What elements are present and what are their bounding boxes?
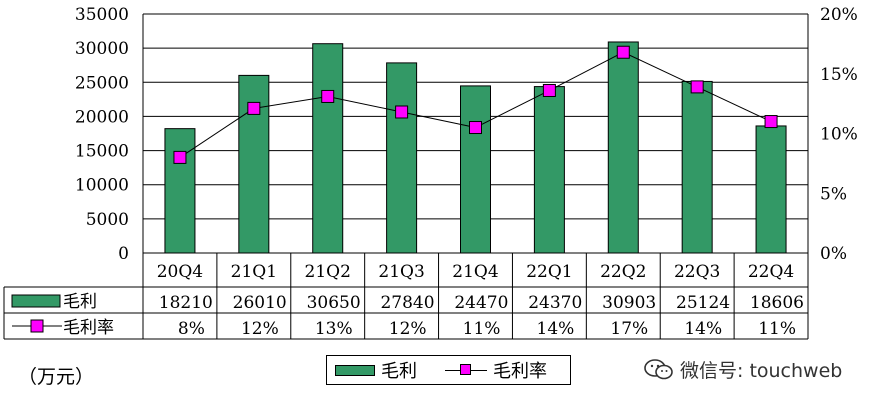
legend-label-line: 毛利率 <box>493 361 547 382</box>
table-cell: 14% <box>684 319 722 339</box>
x-tick-label: 21Q4 <box>452 262 498 282</box>
series-marker <box>469 121 482 135</box>
table-row-swatch-bar <box>11 294 61 308</box>
table-cell: 25124 <box>676 293 730 313</box>
y-left-tick-label: 0 <box>118 244 129 264</box>
table-cell: 12% <box>389 319 427 339</box>
bar <box>755 125 787 254</box>
bar <box>460 85 491 254</box>
table-cell: 13% <box>315 319 353 339</box>
y-left-tick-label: 20000 <box>75 107 129 127</box>
table-cell: 24370 <box>528 293 582 313</box>
table-cell: 18210 <box>159 293 213 313</box>
table-cell: 30903 <box>602 293 656 313</box>
y-left-tick-label: 35000 <box>75 5 129 25</box>
legend: 毛利 毛利率 <box>326 355 571 385</box>
table-row-label: 毛利 <box>63 292 97 312</box>
y-right-tick-label: 0% <box>820 244 847 264</box>
series-marker <box>173 150 187 164</box>
table-cell: 26010 <box>233 293 287 313</box>
wechat-icon <box>644 358 673 379</box>
series-marker <box>616 45 630 59</box>
series-marker <box>395 105 409 119</box>
table-row-label: 毛利率 <box>63 318 114 338</box>
y-left-tick-label: 5000 <box>86 210 129 230</box>
series-marker <box>542 83 556 97</box>
x-tick-label: 21Q3 <box>378 262 424 282</box>
table-cell: 12% <box>241 319 279 339</box>
table-cell: 30650 <box>307 293 361 313</box>
legend-item-bar: 毛利 <box>335 356 417 384</box>
table-cell: 24470 <box>454 293 508 313</box>
x-tick-label: 22Q3 <box>674 262 720 282</box>
watermark-text: 微信号: touchweb <box>680 360 843 382</box>
series-marker <box>321 89 335 103</box>
chart: 0 5000 10000 15000 20000 25000 30000 35000 0% 5% 1… <box>3 5 858 340</box>
table-row-swatch-marker <box>30 319 44 333</box>
table-cell: 11% <box>758 319 796 339</box>
table-cell: 18606 <box>750 293 804 313</box>
y-right-tick-label: 10% <box>820 125 858 145</box>
table-cell: 27840 <box>380 293 434 313</box>
table-cell: 14% <box>537 319 575 339</box>
y-right-tick-label: 20% <box>820 5 858 25</box>
legend-swatch-bar <box>335 364 375 376</box>
y-left-tick-label: 30000 <box>75 39 129 59</box>
table-cell: 11% <box>463 319 501 339</box>
y-right-tick-label: 15% <box>820 65 858 85</box>
y-right-tick-label: 5% <box>820 184 847 204</box>
bar <box>681 80 713 254</box>
series-marker <box>247 101 261 115</box>
bar <box>312 43 344 254</box>
x-tick-label: 22Q2 <box>600 262 646 282</box>
series-marker <box>764 115 778 129</box>
unit-label: （万元） <box>18 366 95 388</box>
bar <box>607 41 639 254</box>
bar <box>533 86 565 254</box>
x-tick-label: 22Q4 <box>748 262 794 282</box>
table-cell: 8% <box>178 319 205 339</box>
x-tick-label: 22Q1 <box>526 262 572 282</box>
watermark: 微信号: touchweb <box>644 356 842 383</box>
x-tick-label: 21Q1 <box>231 262 277 282</box>
legend-swatch-line <box>445 364 487 376</box>
x-tick-label: 21Q2 <box>305 262 351 282</box>
y-left-tick-label: 15000 <box>75 142 129 162</box>
x-tick-label: 20Q4 <box>157 262 203 282</box>
bar <box>386 62 418 254</box>
table-cell: 17% <box>610 319 648 339</box>
bar <box>164 128 196 254</box>
series-marker <box>690 80 704 94</box>
y-left-tick-label: 25000 <box>75 73 129 93</box>
legend-label-bar: 毛利 <box>381 361 417 382</box>
y-left-tick-label: 10000 <box>75 176 129 196</box>
legend-item-line: 毛利率 <box>445 356 547 384</box>
